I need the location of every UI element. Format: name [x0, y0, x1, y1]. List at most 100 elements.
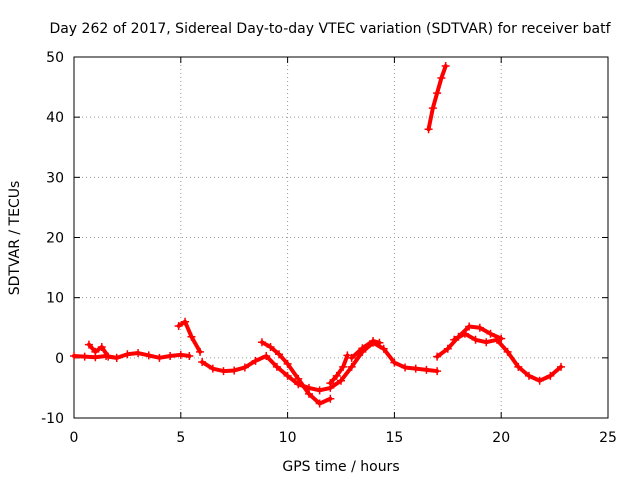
y-tick-label: 50 — [46, 50, 64, 66]
series-trace — [259, 340, 333, 406]
data-point — [401, 363, 410, 372]
data-point — [176, 350, 185, 359]
data-point — [266, 343, 275, 352]
data-point — [315, 386, 324, 395]
data-point — [326, 394, 335, 403]
data-point — [471, 335, 480, 344]
data-point — [315, 399, 324, 408]
y-tick-label: 0 — [55, 351, 64, 367]
data-point — [272, 362, 281, 371]
series-arc-4 — [198, 338, 442, 395]
data-point — [486, 329, 495, 338]
y-axis-label: SDTVAR / TECUs — [7, 181, 23, 296]
data-marks — [70, 62, 566, 408]
data-point — [422, 365, 431, 374]
x-tick-label: 5 — [176, 430, 185, 446]
data-point — [240, 363, 249, 372]
y-tick-label: 30 — [46, 170, 64, 186]
data-point — [524, 371, 533, 380]
chart-title: Day 262 of 2017, Sidereal Day-to-day VTE… — [49, 21, 611, 37]
data-point — [134, 349, 143, 358]
data-point — [339, 362, 348, 371]
data-point — [337, 376, 345, 385]
data-point — [185, 352, 194, 361]
data-point — [390, 358, 399, 367]
data-point — [546, 371, 555, 380]
data-point — [155, 353, 164, 362]
x-tick-label: 0 — [70, 430, 79, 446]
y-tick-label: -10 — [41, 411, 64, 427]
series-trace — [349, 338, 382, 360]
series-trace — [176, 319, 203, 354]
data-point — [514, 362, 523, 371]
x-tick-label: 10 — [279, 430, 297, 446]
series-arc-8 — [424, 62, 450, 134]
data-point — [304, 389, 313, 398]
series-trace — [452, 331, 564, 383]
data-point — [294, 374, 303, 383]
series-arc-3 — [174, 317, 205, 356]
data-point — [208, 364, 217, 373]
data-point — [275, 350, 284, 359]
data-point — [166, 352, 175, 361]
y-tick-label: 10 — [46, 291, 64, 307]
data-point — [503, 347, 512, 356]
y-tick-label: 20 — [46, 231, 64, 247]
data-point — [441, 62, 450, 71]
data-point — [369, 336, 378, 345]
data-point — [424, 125, 433, 134]
data-point — [174, 321, 183, 330]
data-point — [91, 347, 100, 356]
series-trace — [200, 340, 440, 393]
data-point — [492, 335, 501, 344]
data-point — [433, 367, 442, 376]
data-point — [181, 317, 190, 326]
data-point — [196, 347, 205, 356]
data-point — [332, 371, 341, 380]
data-point — [535, 376, 544, 385]
data-point — [460, 329, 469, 338]
data-point — [347, 353, 356, 362]
data-point — [283, 359, 292, 368]
data-point — [379, 344, 388, 353]
data-point — [433, 89, 442, 98]
data-point — [443, 344, 452, 353]
grid — [74, 57, 608, 418]
data-point — [251, 356, 260, 365]
data-point — [475, 323, 484, 332]
series-arc-1 — [70, 349, 194, 362]
data-point — [375, 338, 384, 347]
data-point — [112, 353, 121, 362]
data-point — [97, 343, 106, 352]
series-arc-10 — [450, 329, 566, 385]
data-point — [70, 352, 78, 361]
data-point — [433, 352, 442, 361]
x-tick-label: 20 — [492, 430, 510, 446]
x-axis-label: GPS time / hours — [282, 459, 399, 475]
series-arc-6 — [326, 351, 352, 388]
x-tick-label: 25 — [599, 430, 617, 446]
series-trace — [426, 64, 448, 132]
data-point — [343, 351, 352, 360]
data-point — [411, 364, 420, 373]
data-point — [326, 379, 335, 388]
data-point — [219, 367, 228, 376]
data-point — [428, 104, 437, 113]
series-arc-2 — [84, 340, 121, 362]
data-point — [262, 352, 271, 361]
series-arc-7 — [347, 336, 384, 362]
data-point — [80, 352, 89, 361]
data-point — [465, 322, 474, 331]
x-tick-label: 15 — [385, 430, 403, 446]
series-arc-5 — [257, 338, 335, 408]
data-point — [123, 350, 132, 359]
data-point — [358, 344, 367, 353]
data-point — [187, 332, 196, 341]
data-point — [557, 362, 566, 371]
data-point — [437, 74, 446, 83]
data-point — [144, 351, 153, 360]
data-point — [198, 358, 207, 367]
data-point — [257, 338, 266, 347]
series-arc-9 — [433, 322, 506, 361]
